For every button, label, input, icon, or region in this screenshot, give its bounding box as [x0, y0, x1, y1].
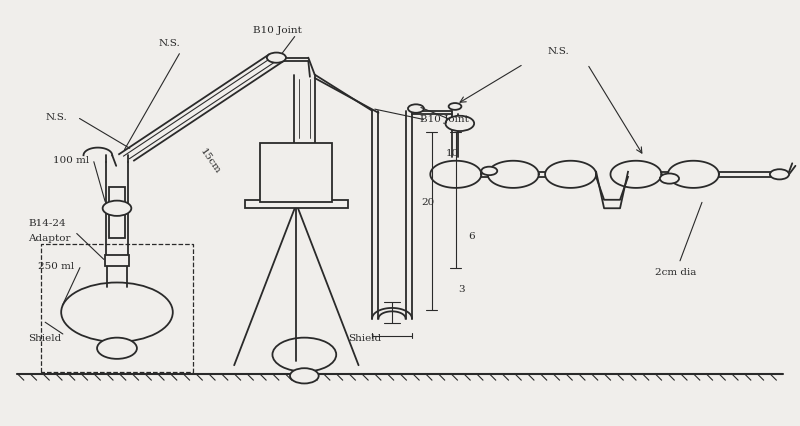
Circle shape: [482, 167, 498, 176]
Text: 6: 6: [468, 231, 474, 240]
Text: 250 ml: 250 ml: [38, 261, 74, 270]
Circle shape: [102, 201, 131, 216]
Bar: [105, 255, 129, 266]
Text: B10 Joint: B10 Joint: [420, 115, 469, 124]
Circle shape: [267, 53, 286, 63]
Circle shape: [449, 104, 462, 111]
Circle shape: [446, 116, 474, 132]
Text: Shield: Shield: [348, 333, 382, 342]
Text: 100 ml: 100 ml: [54, 155, 90, 164]
Bar: [261, 143, 332, 202]
Bar: [109, 187, 125, 239]
Circle shape: [770, 170, 789, 180]
Text: Adaptor: Adaptor: [29, 233, 71, 242]
Text: Shield: Shield: [28, 333, 61, 342]
Text: 15cm: 15cm: [198, 146, 222, 175]
Text: 20: 20: [422, 198, 434, 207]
Text: N.S.: N.S.: [46, 113, 67, 122]
Text: 2cm dia: 2cm dia: [655, 268, 697, 276]
Text: B10 Joint: B10 Joint: [253, 26, 302, 35]
Text: 3: 3: [458, 284, 465, 293]
Text: 10: 10: [446, 149, 459, 158]
Circle shape: [97, 338, 137, 359]
Text: N.S.: N.S.: [158, 39, 180, 48]
Circle shape: [408, 105, 424, 114]
Circle shape: [660, 174, 679, 184]
Bar: [245, 200, 348, 209]
Circle shape: [290, 368, 318, 383]
Text: B14-24: B14-24: [29, 219, 66, 227]
Text: N.S.: N.S.: [547, 47, 570, 56]
